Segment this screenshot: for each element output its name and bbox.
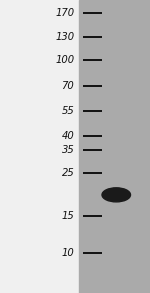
Text: 10: 10 — [61, 248, 74, 258]
Text: 130: 130 — [55, 32, 74, 42]
Text: 25: 25 — [61, 168, 74, 178]
Text: 35: 35 — [61, 145, 74, 155]
Ellipse shape — [102, 188, 130, 202]
Text: 15: 15 — [61, 211, 74, 221]
Text: 70: 70 — [61, 81, 74, 91]
Text: 55: 55 — [61, 106, 74, 116]
Text: 100: 100 — [55, 55, 74, 65]
Text: 170: 170 — [55, 8, 74, 18]
Bar — [0, 0, 79, 293]
Bar — [79, 0, 150, 293]
Text: 40: 40 — [61, 131, 74, 141]
